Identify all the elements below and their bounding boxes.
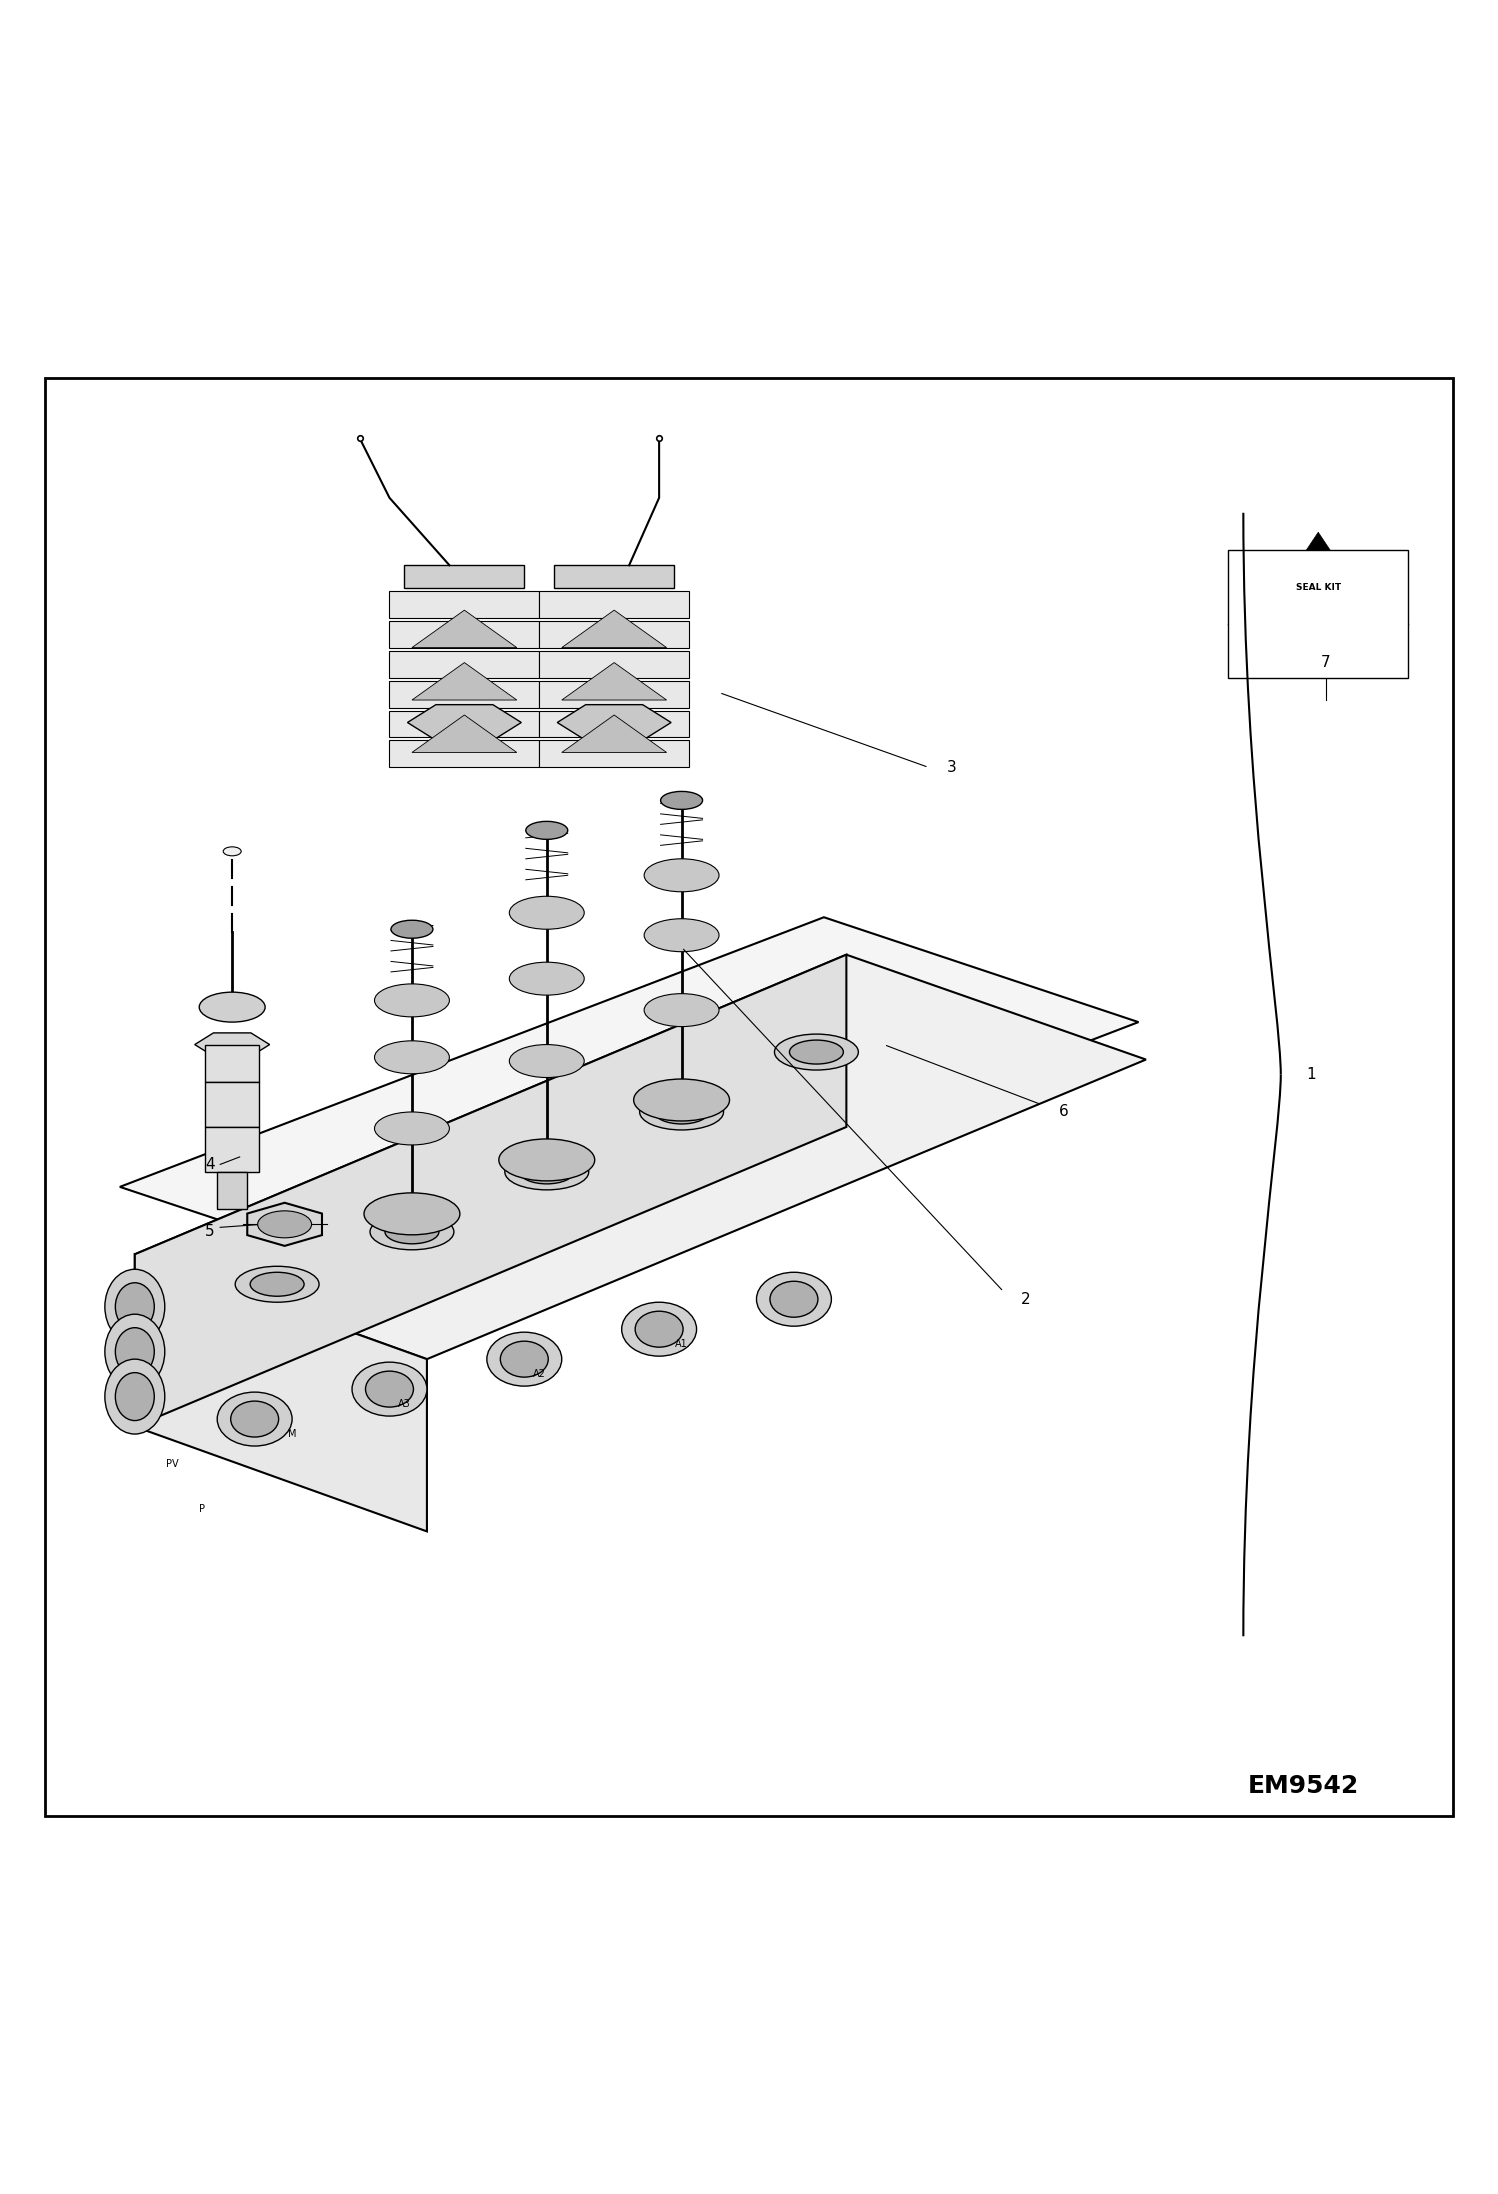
- Ellipse shape: [505, 1154, 589, 1189]
- Text: M: M: [288, 1428, 297, 1439]
- Ellipse shape: [520, 1161, 574, 1185]
- Polygon shape: [135, 954, 1146, 1358]
- Ellipse shape: [655, 1099, 709, 1123]
- Text: P: P: [199, 1503, 205, 1514]
- FancyBboxPatch shape: [389, 680, 539, 706]
- Ellipse shape: [385, 1220, 439, 1244]
- Text: PV: PV: [166, 1459, 178, 1470]
- FancyBboxPatch shape: [554, 566, 674, 588]
- Polygon shape: [412, 715, 517, 753]
- Ellipse shape: [509, 897, 584, 930]
- Polygon shape: [247, 1202, 322, 1246]
- Ellipse shape: [258, 1211, 312, 1237]
- Polygon shape: [135, 1255, 427, 1531]
- FancyBboxPatch shape: [389, 590, 539, 619]
- FancyBboxPatch shape: [404, 566, 524, 588]
- Polygon shape: [562, 663, 667, 700]
- Text: B2: B2: [541, 1158, 553, 1172]
- FancyBboxPatch shape: [205, 1082, 259, 1128]
- Ellipse shape: [231, 1402, 279, 1437]
- Polygon shape: [135, 954, 846, 1426]
- Text: EM9542: EM9542: [1248, 1775, 1359, 1799]
- Ellipse shape: [509, 1044, 584, 1077]
- Ellipse shape: [199, 992, 265, 1022]
- Polygon shape: [1306, 533, 1330, 551]
- FancyBboxPatch shape: [1228, 551, 1408, 678]
- Ellipse shape: [235, 1266, 319, 1303]
- Text: SEAL KIT: SEAL KIT: [1296, 584, 1341, 592]
- Ellipse shape: [374, 983, 449, 1016]
- FancyBboxPatch shape: [389, 652, 539, 678]
- Ellipse shape: [635, 1312, 683, 1347]
- Polygon shape: [407, 704, 521, 739]
- Ellipse shape: [661, 792, 703, 810]
- Text: 1: 1: [1306, 1066, 1315, 1082]
- Ellipse shape: [115, 1327, 154, 1376]
- Ellipse shape: [115, 1373, 154, 1420]
- Polygon shape: [557, 704, 671, 739]
- FancyBboxPatch shape: [389, 742, 539, 768]
- Ellipse shape: [217, 1393, 292, 1446]
- Text: B3: B3: [406, 1211, 418, 1222]
- Polygon shape: [562, 610, 667, 647]
- Text: B1: B1: [676, 1099, 688, 1110]
- Ellipse shape: [644, 994, 719, 1027]
- Polygon shape: [120, 917, 1138, 1292]
- Ellipse shape: [644, 858, 719, 891]
- Ellipse shape: [374, 1112, 449, 1145]
- Ellipse shape: [115, 1283, 154, 1332]
- Ellipse shape: [499, 1139, 595, 1180]
- FancyBboxPatch shape: [539, 652, 689, 678]
- Polygon shape: [412, 610, 517, 647]
- Ellipse shape: [364, 1194, 460, 1235]
- Ellipse shape: [223, 847, 241, 856]
- Ellipse shape: [105, 1314, 165, 1389]
- Ellipse shape: [391, 919, 433, 939]
- Text: 4: 4: [205, 1156, 214, 1172]
- Polygon shape: [412, 663, 517, 700]
- FancyBboxPatch shape: [539, 621, 689, 647]
- FancyBboxPatch shape: [539, 590, 689, 619]
- Ellipse shape: [509, 963, 584, 996]
- Text: A2: A2: [533, 1369, 545, 1380]
- Text: 5: 5: [205, 1224, 214, 1240]
- FancyBboxPatch shape: [205, 1044, 259, 1082]
- FancyBboxPatch shape: [205, 1128, 259, 1172]
- FancyBboxPatch shape: [539, 680, 689, 706]
- Text: 7: 7: [1321, 656, 1330, 669]
- Polygon shape: [562, 715, 667, 753]
- FancyBboxPatch shape: [217, 1172, 247, 1209]
- Ellipse shape: [644, 919, 719, 952]
- Ellipse shape: [526, 821, 568, 840]
- Ellipse shape: [105, 1358, 165, 1435]
- FancyBboxPatch shape: [389, 711, 539, 737]
- Ellipse shape: [756, 1273, 831, 1325]
- Ellipse shape: [105, 1270, 165, 1345]
- Ellipse shape: [370, 1213, 454, 1251]
- FancyBboxPatch shape: [539, 711, 689, 737]
- Ellipse shape: [640, 1095, 724, 1130]
- Text: 6: 6: [1059, 1104, 1068, 1119]
- FancyBboxPatch shape: [389, 621, 539, 647]
- Ellipse shape: [366, 1371, 413, 1406]
- FancyBboxPatch shape: [539, 742, 689, 768]
- Ellipse shape: [250, 1273, 304, 1297]
- Ellipse shape: [770, 1281, 818, 1316]
- Text: A1: A1: [676, 1338, 688, 1349]
- Ellipse shape: [352, 1362, 427, 1415]
- Ellipse shape: [774, 1033, 858, 1071]
- Ellipse shape: [622, 1303, 697, 1356]
- Text: A3: A3: [398, 1400, 410, 1409]
- Ellipse shape: [374, 1040, 449, 1073]
- Text: 3: 3: [947, 759, 956, 774]
- Ellipse shape: [500, 1341, 548, 1378]
- Ellipse shape: [634, 1079, 730, 1121]
- Polygon shape: [195, 1033, 270, 1055]
- Ellipse shape: [789, 1040, 843, 1064]
- Ellipse shape: [487, 1332, 562, 1387]
- Text: 2: 2: [1022, 1292, 1031, 1308]
